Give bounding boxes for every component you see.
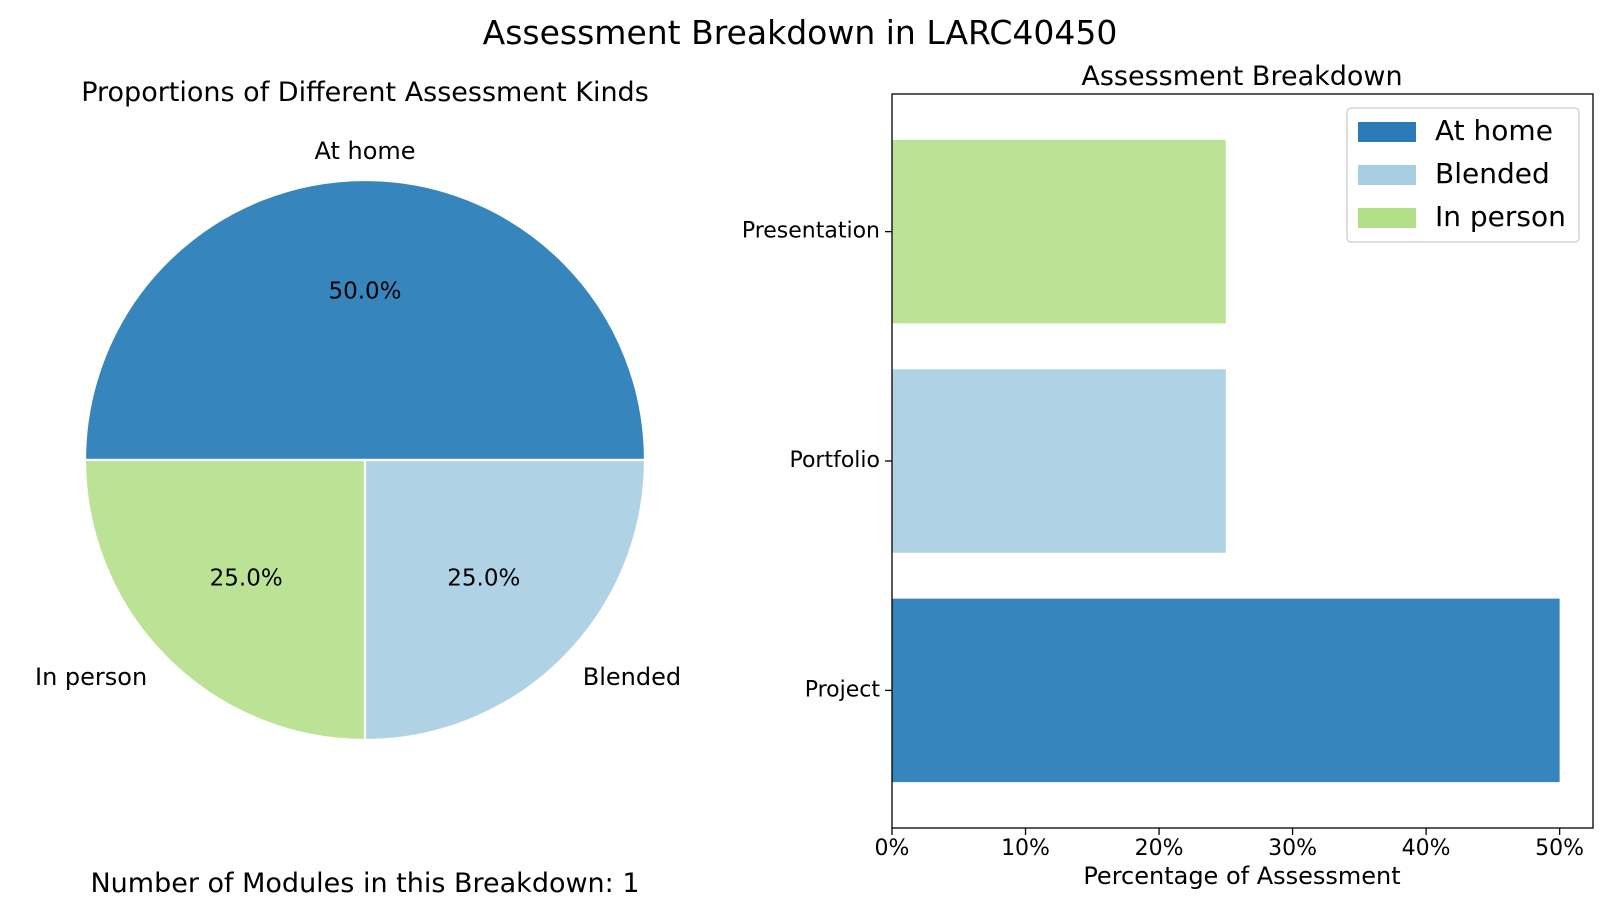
legend-label-at-home: At home [1435, 114, 1553, 147]
legend-label-blended: Blended [1435, 157, 1550, 190]
y-tick-label-presentation: Presentation [742, 219, 880, 244]
y-tick-label-project: Project [805, 677, 881, 702]
x-tick-label-20: 20% [1135, 836, 1184, 861]
pie-slice-in-person [83, 458, 367, 742]
x-tick-label-40: 40% [1402, 836, 1451, 861]
legend-swatch-at-home [1358, 122, 1416, 142]
bar-marks [892, 139, 1560, 783]
pie-slices [83, 178, 647, 742]
legend-label-in-person: In person [1435, 200, 1566, 233]
legend-swatch-in-person [1358, 208, 1416, 228]
pie-slice-blended [363, 458, 647, 742]
pie-slice-at-home [83, 178, 647, 462]
bar-portfolio [892, 369, 1226, 553]
y-tick-label-portfolio: Portfolio [789, 448, 880, 473]
pie-pct-in-person: 25.0% [210, 565, 283, 591]
bar-presentation [892, 139, 1226, 324]
pie-label-blended: Blended [583, 663, 681, 691]
pie-chart: Proportions of Different Assessment Kind… [35, 77, 681, 742]
x-tick-label-10: 10% [1001, 836, 1050, 861]
bar-x-axis: 0% 10% 20% 30% 40% 50% [875, 828, 1584, 861]
bar-title: Assessment Breakdown [1081, 61, 1402, 92]
pie-label-at-home: At home [314, 137, 415, 165]
pie-labels: At home 50.0% In person 25.0% Blended 25.0% [35, 137, 681, 691]
pie-label-in-person: In person [35, 663, 147, 691]
x-tick-label-50: 50% [1535, 836, 1584, 861]
pie-title: Proportions of Different Assessment Kind… [81, 77, 649, 108]
x-tick-label-0: 0% [875, 836, 910, 861]
bar-y-axis: Project Portfolio Presentation [742, 219, 892, 702]
figure-suptitle: Assessment Breakdown in LARC40450 [483, 13, 1118, 52]
figure-footer: Number of Modules in this Breakdown: 1 [90, 868, 639, 899]
bar-legend: At home Blended In person [1346, 107, 1580, 243]
bar-xlabel: Percentage of Assessment [1083, 862, 1400, 890]
legend-swatch-blended [1358, 165, 1416, 185]
pie-pct-at-home: 50.0% [328, 279, 401, 305]
x-tick-label-30: 30% [1268, 836, 1317, 861]
pie-pct-blended: 25.0% [447, 565, 520, 591]
bar-project [892, 598, 1560, 783]
bar-chart: Assessment Breakdown Project Portfolio Pre… [742, 61, 1594, 890]
